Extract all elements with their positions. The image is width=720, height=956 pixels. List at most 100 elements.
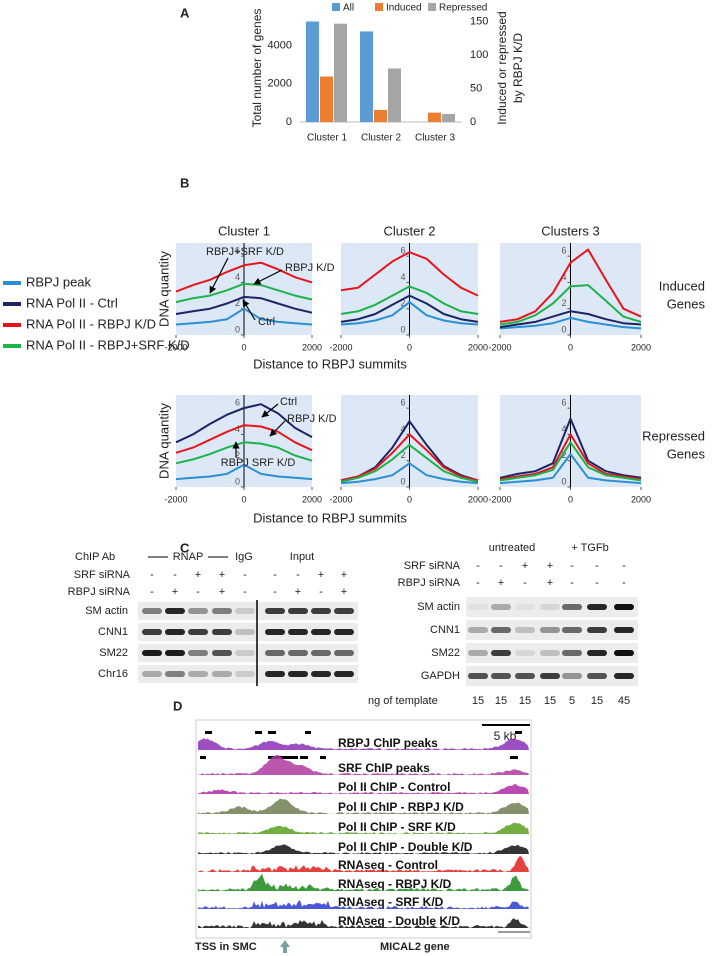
gel-band [165, 629, 185, 635]
sign: - [499, 560, 503, 572]
gel-band [334, 671, 354, 677]
series-line [499, 248, 642, 323]
y-tick-label: 0 [561, 476, 566, 486]
gel-band [334, 650, 354, 656]
gel-band [212, 629, 232, 635]
x-tick-label: 0 [568, 494, 573, 504]
sign: - [622, 577, 626, 589]
gel-band [265, 629, 285, 635]
sign: - [476, 577, 480, 589]
series-line [499, 453, 642, 485]
gene-label: SM actin [85, 605, 128, 617]
gel-band [311, 608, 331, 614]
legend-label: RNA Pol II - Ctrl [26, 295, 118, 310]
track-signal [198, 822, 529, 834]
y2-axis-title: Induced or repressed [495, 11, 509, 124]
template-amount: 15 [472, 695, 484, 707]
gel-band [540, 650, 560, 656]
y-tick-label: 0 [235, 324, 240, 334]
track-label: Pol II ChIP - Control [338, 780, 450, 794]
peak-call [205, 731, 212, 734]
gene-label: Chr16 [98, 668, 128, 680]
gel-band [614, 604, 634, 610]
gel-band [540, 673, 560, 679]
sign: - [243, 586, 247, 598]
y-tick-label: 6 [235, 246, 240, 256]
gel-band [468, 604, 488, 610]
track-signal [198, 900, 529, 909]
y-tick-label: 0 [400, 324, 405, 334]
gel-band [142, 650, 162, 656]
series-line [175, 261, 313, 293]
row-label: Genes [667, 296, 706, 311]
x-tick-label: 2000 [302, 494, 322, 504]
y-tick-label: 2000 [268, 78, 292, 90]
x-tick-label: -2000 [164, 494, 187, 504]
x-tick-label: 0 [241, 342, 246, 352]
gel-band [212, 650, 232, 656]
y-axis-title: DNA quantity [156, 251, 171, 327]
gel-band [188, 650, 208, 656]
sign: - [595, 577, 599, 589]
gene-label: CNN1 [430, 624, 460, 636]
gel-band [491, 627, 511, 633]
y-tick-label: 2 [235, 298, 240, 308]
gel-band [334, 629, 354, 635]
track-signal [198, 798, 529, 814]
y2-tick-label: 150 [470, 16, 488, 28]
series-line [175, 424, 313, 454]
track-signal [198, 784, 529, 794]
gene-label: GAPDH [421, 670, 460, 682]
gel-band [334, 608, 354, 614]
x-tick-label: 0 [407, 494, 412, 504]
row-label: Induced [659, 278, 705, 293]
gel-band [165, 650, 185, 656]
x-axis-title: Distance to RBPJ summits [253, 510, 407, 525]
y-tick-label: 0 [561, 324, 566, 334]
gel-band [491, 650, 511, 656]
track-label: RNAseq - Control [338, 858, 438, 872]
gel-band [288, 629, 308, 635]
gel-band [562, 604, 582, 610]
tss-arrow [280, 940, 290, 953]
y-tick-label: 6 [235, 398, 240, 408]
gel-band [468, 650, 488, 656]
template-amount: 5 [569, 695, 575, 707]
gel-band [212, 608, 232, 614]
y-tick-label: 0 [235, 476, 240, 486]
row-label: RBPJ siRNA [68, 586, 131, 598]
y-tick-label: 4 [561, 272, 566, 282]
sign: + [172, 586, 178, 598]
template-amount: 15 [519, 695, 531, 707]
panel-label: D [173, 698, 182, 713]
gel-band [212, 671, 232, 677]
gel-band [188, 629, 208, 635]
x-tick-label: 0 [407, 342, 412, 352]
gel-strip [138, 602, 358, 620]
series-line [340, 301, 479, 326]
gene-label: SM22 [431, 647, 460, 659]
x-axis-title: Distance to RBPJ summits [253, 356, 407, 371]
peak-call [305, 731, 311, 734]
group-label: untreated [489, 542, 535, 554]
y2-tick-label: 0 [470, 116, 476, 128]
series-line [175, 463, 313, 481]
legend-swatch [375, 3, 383, 11]
chart-title: Cluster 2 [383, 223, 435, 238]
track-signal [198, 738, 529, 750]
gel-band [515, 673, 535, 679]
sign: - [273, 569, 277, 581]
y-tick-label: 4 [235, 424, 240, 434]
gel-band [515, 650, 535, 656]
gel-band [288, 671, 308, 677]
sign: - [622, 560, 626, 572]
y-tick-label: 6 [561, 246, 566, 256]
track-label: RBPJ ChIP peaks [338, 736, 438, 750]
sign: - [319, 586, 323, 598]
chart-title: Clusters 3 [541, 223, 600, 238]
y-tick-label: 4 [561, 424, 566, 434]
gel-band [311, 629, 331, 635]
y-tick-label: 0 [400, 476, 405, 486]
